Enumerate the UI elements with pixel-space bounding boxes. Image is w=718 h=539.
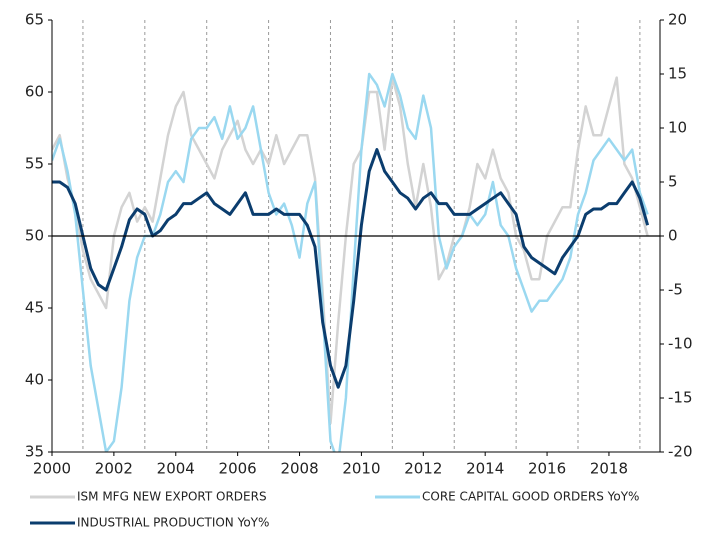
legend-label: ISM MFG NEW EXPORT ORDERS [77, 490, 267, 504]
y2-tick-label: -15 [668, 389, 693, 407]
x-tick-label: 2012 [404, 460, 442, 478]
y2-tick-label: -5 [668, 281, 683, 299]
x-tick-label: 2008 [280, 460, 318, 478]
x-tick-label: 2004 [157, 460, 195, 478]
series-line [52, 76, 649, 425]
x-tick-label: 2014 [466, 460, 504, 478]
x-tick-label: 2000 [33, 460, 71, 478]
y2-tick-label: 10 [668, 119, 687, 137]
y-tick-label: 55 [25, 155, 44, 173]
y2-tick-label: -20 [668, 443, 693, 461]
y2-tick-label: 15 [668, 65, 687, 83]
legend-label: CORE CAPITAL GOOD ORDERS YoY% [422, 490, 639, 504]
y-tick-label: 45 [25, 299, 44, 317]
x-tick-label: 2016 [528, 460, 566, 478]
y-tick-label: 60 [25, 83, 44, 101]
x-tick-label: 2002 [95, 460, 133, 478]
legend-label: INDUSTRIAL PRODUCTION YoY% [77, 516, 269, 530]
y-tick-label: 40 [25, 371, 44, 389]
y-tick-label: 50 [25, 227, 44, 245]
y2-tick-label: 5 [668, 173, 678, 191]
y2-tick-label: 0 [668, 227, 678, 245]
x-tick-label: 2018 [590, 460, 628, 478]
y-tick-label: 35 [25, 443, 44, 461]
series-line [52, 148, 650, 389]
y2-tick-label: -10 [668, 335, 693, 353]
x-tick-label: 2006 [219, 460, 257, 478]
y-tick-label: 65 [25, 11, 44, 29]
y2-tick-label: 20 [668, 11, 687, 29]
x-tick-label: 2010 [342, 460, 380, 478]
